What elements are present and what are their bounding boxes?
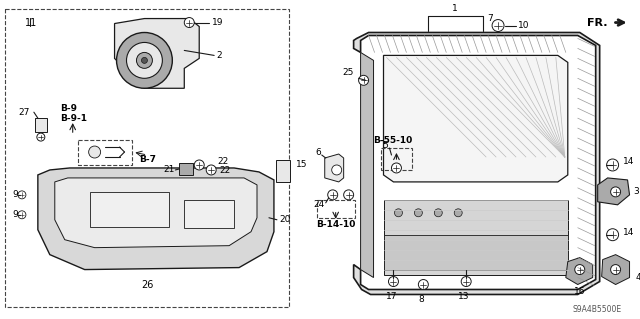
Text: 24: 24 xyxy=(314,200,324,209)
Circle shape xyxy=(419,279,428,290)
Bar xyxy=(381,148,412,170)
Bar xyxy=(5,9,289,308)
Circle shape xyxy=(37,133,45,141)
Text: 1: 1 xyxy=(452,4,458,12)
Text: B-14-10: B-14-10 xyxy=(316,220,355,229)
Text: 10: 10 xyxy=(518,21,529,30)
Polygon shape xyxy=(324,154,344,182)
Bar xyxy=(383,235,568,270)
Circle shape xyxy=(344,190,354,200)
Bar xyxy=(77,140,132,165)
Text: 6: 6 xyxy=(315,147,321,157)
Circle shape xyxy=(195,160,204,170)
Circle shape xyxy=(607,159,619,171)
Circle shape xyxy=(18,191,26,199)
Text: 16: 16 xyxy=(574,287,586,296)
Circle shape xyxy=(492,19,504,32)
Circle shape xyxy=(461,277,471,286)
Circle shape xyxy=(206,165,216,175)
Circle shape xyxy=(611,187,621,197)
Circle shape xyxy=(575,264,585,275)
Text: 11: 11 xyxy=(25,18,37,27)
Text: 2: 2 xyxy=(216,51,222,60)
Polygon shape xyxy=(115,19,199,88)
Text: B-7: B-7 xyxy=(140,155,156,165)
Circle shape xyxy=(414,209,422,217)
Circle shape xyxy=(607,229,619,241)
Bar xyxy=(184,200,234,228)
Text: 20: 20 xyxy=(279,215,291,224)
Polygon shape xyxy=(360,52,374,278)
Text: 5: 5 xyxy=(383,141,388,150)
Circle shape xyxy=(611,264,621,275)
Text: 22: 22 xyxy=(217,158,228,167)
Text: 3: 3 xyxy=(634,187,639,197)
Text: 27: 27 xyxy=(19,108,30,117)
Text: 7: 7 xyxy=(487,14,493,23)
Circle shape xyxy=(454,209,462,217)
Text: 13: 13 xyxy=(458,292,470,301)
Text: 9: 9 xyxy=(12,190,18,199)
Bar xyxy=(317,200,355,218)
Text: B-9-1: B-9-1 xyxy=(60,114,87,123)
Circle shape xyxy=(89,146,100,158)
Bar xyxy=(383,200,568,275)
Circle shape xyxy=(127,42,163,78)
Text: 8: 8 xyxy=(419,295,424,304)
Text: S9A4B5500E: S9A4B5500E xyxy=(573,305,622,314)
Bar xyxy=(179,163,193,175)
Text: B-9: B-9 xyxy=(60,104,77,113)
Circle shape xyxy=(116,33,172,88)
Polygon shape xyxy=(598,178,630,205)
Bar xyxy=(90,192,170,227)
Circle shape xyxy=(392,163,401,173)
Circle shape xyxy=(136,52,152,68)
Polygon shape xyxy=(383,56,568,182)
Circle shape xyxy=(184,18,195,27)
Text: 9: 9 xyxy=(12,210,18,219)
Text: 15: 15 xyxy=(296,160,307,169)
Text: 21: 21 xyxy=(163,166,174,174)
Bar xyxy=(276,160,290,182)
Text: 17: 17 xyxy=(386,292,397,301)
Text: 22: 22 xyxy=(219,167,230,175)
Polygon shape xyxy=(38,168,274,270)
Polygon shape xyxy=(566,258,593,285)
Circle shape xyxy=(328,190,338,200)
Circle shape xyxy=(388,277,399,286)
Text: 26: 26 xyxy=(141,279,154,290)
Circle shape xyxy=(332,165,342,175)
Text: 25: 25 xyxy=(342,68,354,77)
Text: B-55-10: B-55-10 xyxy=(374,136,413,145)
Circle shape xyxy=(358,75,369,85)
Circle shape xyxy=(435,209,442,217)
Text: FR.: FR. xyxy=(587,18,607,27)
Text: 14: 14 xyxy=(623,158,634,167)
Text: 14: 14 xyxy=(623,228,634,237)
Polygon shape xyxy=(602,255,630,285)
Text: 19: 19 xyxy=(212,18,223,27)
Circle shape xyxy=(141,57,147,63)
Text: 4: 4 xyxy=(636,273,640,282)
Bar xyxy=(35,118,47,132)
Circle shape xyxy=(394,209,403,217)
Polygon shape xyxy=(354,33,600,294)
Circle shape xyxy=(18,211,26,219)
Polygon shape xyxy=(55,178,257,248)
